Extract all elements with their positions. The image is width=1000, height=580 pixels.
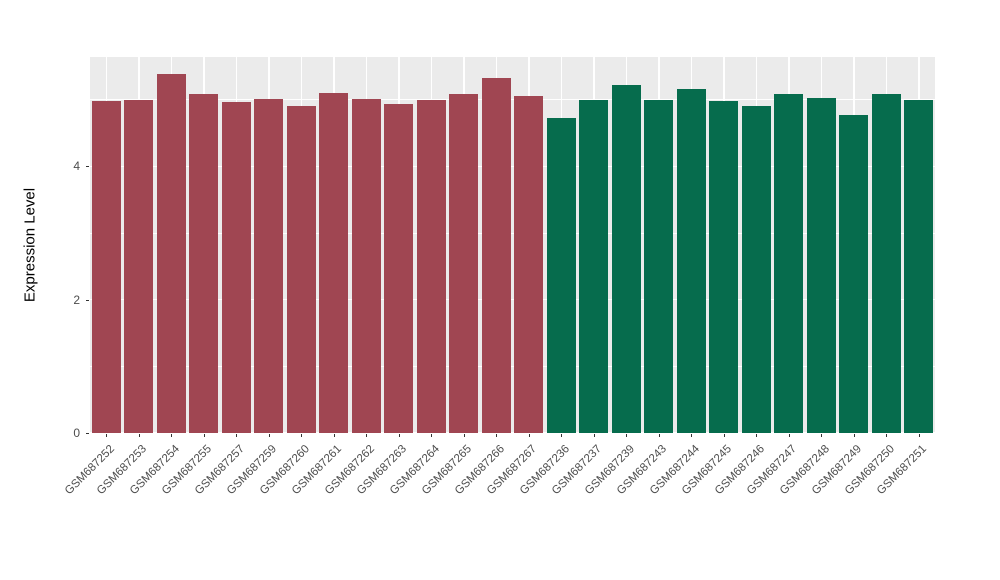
y-tick-mark (86, 433, 89, 434)
bar-GSM687265 (449, 94, 479, 433)
y-axis-title: Expression Level (21, 187, 39, 303)
x-tick-mark (691, 434, 693, 437)
bar-GSM687254 (156, 74, 186, 433)
minor-gridline (90, 99, 935, 101)
bar-GSM687266 (481, 77, 511, 433)
x-tick-mark (366, 434, 368, 437)
x-tick-mark (138, 434, 140, 437)
bar-GSM687250 (871, 94, 901, 433)
bar-GSM687249 (839, 115, 869, 433)
bar-GSM687239 (611, 85, 641, 433)
x-tick-mark (431, 434, 433, 437)
bar-GSM687252 (91, 101, 121, 433)
bar-GSM687245 (709, 101, 739, 433)
x-tick-mark (886, 434, 888, 437)
x-tick-mark (106, 434, 108, 437)
x-tick-mark (561, 434, 563, 437)
major-gridline (90, 165, 935, 168)
y-tick-mark (86, 166, 89, 168)
y-tick-label: 2 (73, 292, 80, 307)
bar-GSM687248 (806, 97, 836, 433)
bar-GSM687255 (189, 94, 219, 433)
x-tick-mark (398, 434, 400, 437)
y-tick-label: 0 (73, 426, 80, 440)
y-tick-label: 4 (73, 159, 80, 174)
bar-GSM687260 (286, 106, 316, 433)
bar-GSM687247 (774, 94, 804, 433)
x-tick-mark (203, 434, 205, 437)
bar-GSM687259 (254, 99, 284, 433)
x-tick-mark (918, 434, 920, 437)
bar-GSM687246 (741, 105, 771, 433)
minor-gridline (90, 365, 935, 367)
minor-gridline (90, 232, 935, 234)
bar-GSM687263 (384, 103, 414, 433)
plot-panel (90, 57, 935, 434)
x-tick-mark (496, 434, 498, 437)
bar-GSM687251 (904, 99, 934, 433)
x-tick-mark (171, 434, 173, 437)
x-tick-mark (756, 434, 758, 437)
bar-GSM687253 (124, 99, 154, 433)
x-tick-mark (593, 434, 595, 437)
x-tick-mark (788, 434, 790, 437)
bar-GSM687237 (579, 100, 609, 433)
bar-GSM687262 (351, 99, 381, 433)
x-tick-mark (268, 434, 270, 437)
bar-GSM687243 (644, 100, 674, 433)
x-tick-mark (236, 434, 238, 437)
x-tick-mark (626, 434, 628, 437)
x-tick-mark (658, 434, 660, 437)
bar-GSM687261 (319, 93, 349, 433)
y-tick-mark (86, 299, 89, 301)
major-gridline (90, 298, 935, 301)
bar-GSM687257 (221, 102, 251, 433)
x-tick-mark (821, 434, 823, 437)
x-tick-mark (528, 434, 530, 437)
bar-GSM687244 (676, 89, 706, 433)
bar-GSM687236 (546, 117, 576, 433)
major-gridline (90, 432, 935, 434)
x-tick-mark (463, 434, 465, 437)
x-tick-mark (853, 434, 855, 437)
x-tick-mark (333, 434, 335, 437)
x-tick-mark (723, 434, 725, 437)
bar-GSM687267 (514, 95, 544, 433)
bar-GSM687264 (416, 99, 446, 433)
x-tick-mark (301, 434, 303, 437)
